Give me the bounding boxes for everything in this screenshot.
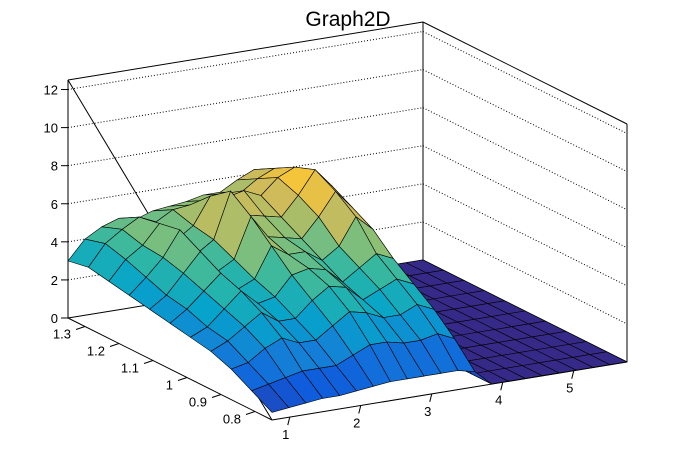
grid-line-back (67, 107, 424, 167)
y-tick-mark (245, 411, 256, 415)
y-axis-line (67, 317, 273, 421)
y-tick-mark (143, 360, 154, 364)
y-tick-label: 1.3 (53, 327, 71, 342)
z-tick-label: 2 (51, 273, 58, 288)
y-tick-mark (75, 326, 86, 330)
surface-mesh (67, 166, 628, 413)
z-tick-label: 12 (44, 83, 58, 98)
grid-line-right (422, 107, 628, 211)
back-edge-top (67, 21, 424, 81)
x-tick-mark (358, 405, 362, 414)
grid-line-right (422, 31, 628, 134)
grid-line-right (422, 183, 628, 287)
x-tick-label: 1 (282, 427, 289, 442)
x-tick-label: 5 (566, 381, 573, 396)
x-tick-mark (500, 382, 504, 391)
surface-cell (251, 383, 290, 413)
x-axis-line (271, 361, 628, 421)
z-tick-label: 8 (51, 159, 58, 174)
y-tick-label: 1 (166, 378, 173, 393)
y-tick-label: 0.9 (189, 395, 207, 410)
grid-line-right (422, 145, 628, 249)
front-axes (61, 80, 628, 426)
grid-line-right (422, 69, 628, 173)
z-tick-label: 4 (51, 235, 58, 250)
z-tick-label: 0 (51, 311, 58, 326)
y-tick-mark (211, 394, 222, 398)
x-tick-label: 4 (495, 392, 502, 407)
y-tick-label: 1.2 (87, 344, 105, 359)
x-tick-mark (287, 416, 291, 426)
y-tick-mark (177, 377, 188, 381)
y-tick-label: 1.1 (121, 361, 139, 376)
z-tick-label: 10 (44, 121, 58, 136)
back-edge-right-top (422, 21, 628, 125)
y-tick-label: 0.8 (223, 412, 241, 427)
x-tick-mark (571, 370, 575, 379)
grid-line-back (67, 31, 424, 91)
x-tick-mark (429, 393, 433, 403)
x-tick-label: 3 (424, 404, 431, 419)
z-tick-label: 6 (51, 197, 58, 212)
grid-line-right (422, 221, 628, 325)
x-tick-label: 2 (353, 416, 360, 431)
grid-line-back (67, 69, 424, 129)
y-tick-mark (109, 343, 120, 347)
chart-title: Graph2D (305, 8, 390, 31)
